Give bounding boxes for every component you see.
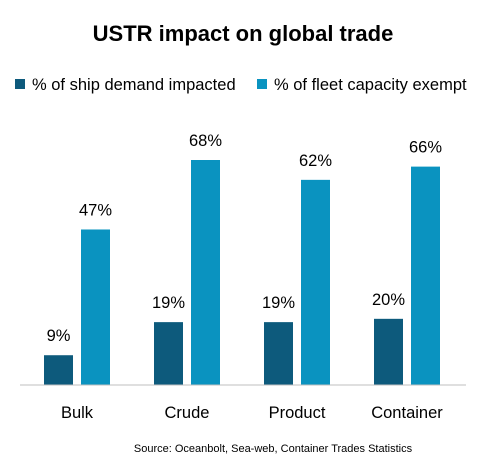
bar-bulk-capacity-exempt <box>81 229 110 385</box>
legend-label-demand-impacted: % of ship demand impacted <box>32 76 236 94</box>
data-label-container-demand-impacted: 20% <box>372 291 405 309</box>
bar-bulk-demand-impacted <box>44 355 73 385</box>
bar-product-demand-impacted <box>264 322 293 385</box>
bar-container-capacity-exempt <box>411 166 440 385</box>
plot-area: 9% 47% Bulk 19% 68% Crude 19% 62% Product 20% 66% C… <box>44 132 443 422</box>
data-label-bulk-capacity-exempt: 47% <box>79 201 112 219</box>
x-tick-label-crude: Crude <box>165 404 210 422</box>
data-label-product-demand-impacted: 19% <box>262 294 295 312</box>
x-tick-label-product: Product <box>269 404 326 422</box>
bar-product-capacity-exempt <box>301 179 330 385</box>
legend: % of ship demand impacted % of fleet cap… <box>15 76 467 94</box>
chart-title: USTR impact on global trade <box>93 21 394 46</box>
x-tick-label-container: Container <box>371 404 443 422</box>
legend-label-capacity-exempt: % of fleet capacity exempt <box>274 76 467 94</box>
legend-swatch-demand-impacted <box>15 79 25 89</box>
data-label-container-capacity-exempt: 66% <box>409 139 442 157</box>
source-note: Source: Oceanbolt, Sea-web, Container Tr… <box>134 443 413 455</box>
data-label-crude-capacity-exempt: 68% <box>189 132 222 150</box>
bar-container-demand-impacted <box>374 318 403 385</box>
data-label-product-capacity-exempt: 62% <box>299 152 332 170</box>
legend-swatch-capacity-exempt <box>257 79 267 89</box>
data-label-crude-demand-impacted: 19% <box>152 294 185 312</box>
bar-crude-capacity-exempt <box>191 160 220 385</box>
x-tick-label-bulk: Bulk <box>61 404 94 422</box>
bar-crude-demand-impacted <box>154 322 183 385</box>
data-label-bulk-demand-impacted: 9% <box>47 327 71 345</box>
